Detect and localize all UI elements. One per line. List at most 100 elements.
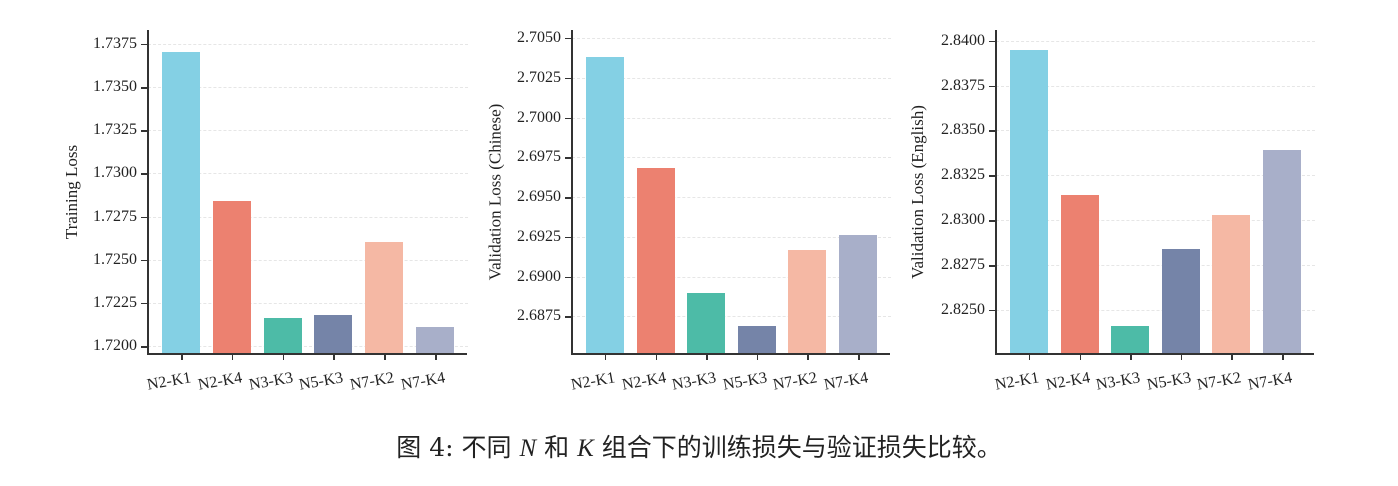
y-tick	[989, 85, 995, 88]
y-tick-label: 1.7250	[93, 250, 137, 268]
y-tick-label: 1.7275	[93, 207, 137, 225]
x-tick-label: N5-K3	[298, 369, 345, 394]
gridline	[572, 236, 891, 238]
y-tick	[565, 37, 571, 40]
bar-n7-k4	[839, 235, 878, 353]
x-tick-label: N7-K4	[1246, 369, 1294, 394]
y-tick	[141, 216, 147, 219]
x-tick	[333, 354, 335, 360]
y-tick-label: 2.8325	[941, 166, 985, 184]
y-tick-label: 1.7225	[93, 293, 137, 311]
caption-prefix: 图 4: 不同	[396, 433, 520, 462]
x-tick	[1130, 354, 1132, 360]
y-tick	[565, 117, 571, 119]
x-tick	[604, 354, 607, 360]
gridline	[996, 309, 1315, 311]
x-tick	[384, 354, 386, 360]
y-tick	[141, 173, 147, 175]
y-tick	[565, 316, 571, 318]
x-tick-label: N3-K3	[670, 369, 718, 394]
y-tick-label: 2.7050	[517, 28, 561, 46]
x-axis	[995, 353, 1314, 355]
gridline	[996, 265, 1315, 267]
y-tick	[565, 236, 571, 239]
gridline	[148, 216, 468, 218]
gridline	[572, 276, 891, 278]
bar-n2-k1	[585, 57, 624, 353]
y-tick-label: 1.7200	[93, 337, 137, 355]
x-tick-label: N3-K3	[247, 369, 295, 394]
bar-n2-k4	[636, 168, 675, 353]
x-tick-label: N7-K2	[772, 369, 819, 394]
x-tick	[181, 354, 183, 360]
gridline	[996, 85, 1315, 87]
y-tick-label: 2.6925	[517, 227, 561, 245]
y-tick	[141, 346, 147, 348]
y-tick	[989, 40, 995, 43]
y-axis	[571, 30, 573, 354]
x-axis	[571, 353, 890, 355]
y-tick	[141, 130, 147, 132]
y-tick-label: 1.7300	[93, 164, 137, 182]
y-tick	[565, 157, 571, 159]
gridline	[148, 259, 468, 261]
gridline	[148, 346, 468, 348]
x-tick-label: N7-K4	[822, 369, 870, 394]
x-tick	[1079, 354, 1082, 360]
y-tick	[989, 130, 995, 132]
x-tick-label: N2-K1	[145, 369, 193, 394]
y-axis	[147, 30, 149, 354]
gridline	[148, 173, 468, 175]
gridline	[572, 157, 891, 159]
x-tick	[282, 354, 285, 360]
x-tick	[1231, 354, 1233, 360]
x-tick-label: N7-K4	[399, 369, 447, 394]
y-tick-label: 1.7375	[93, 34, 137, 52]
y-tick	[989, 220, 995, 222]
x-tick	[706, 354, 708, 360]
gridline	[572, 197, 891, 199]
bar-n7-k2	[1212, 214, 1251, 353]
bar-n3-k3	[1111, 326, 1150, 353]
gridline	[996, 220, 1315, 222]
caption-var-k: K	[577, 435, 594, 462]
gridline	[996, 175, 1315, 177]
x-tick	[858, 354, 860, 360]
caption-var-n: N	[519, 435, 537, 462]
y-tick	[989, 309, 995, 312]
y-tick	[141, 87, 147, 89]
gridline	[572, 77, 891, 79]
x-tick-label: N7-K2	[1196, 369, 1243, 394]
bar-n2-k4	[212, 201, 251, 353]
gridline	[572, 316, 891, 318]
bar-n2-k4	[1060, 195, 1099, 353]
x-axis	[147, 353, 467, 355]
bar-n5-k3	[314, 315, 353, 353]
x-tick-label: N2-K4	[620, 369, 668, 394]
gridline	[148, 43, 468, 45]
x-tick	[435, 354, 437, 360]
y-tick	[565, 77, 571, 80]
y-tick-label: 2.7000	[517, 108, 561, 126]
bar-n7-k4	[1263, 150, 1302, 353]
gridline	[996, 40, 1315, 42]
y-tick-label: 2.8275	[941, 256, 985, 274]
gridline	[572, 37, 891, 39]
y-tick	[141, 302, 147, 305]
y-axis-title: Validation Loss (Chinese)	[484, 103, 504, 280]
gridline	[572, 117, 891, 119]
x-tick	[756, 354, 759, 360]
x-tick	[655, 354, 658, 360]
caption-mid: 和	[536, 433, 578, 462]
bar-n3-k3	[263, 318, 302, 353]
figure-caption: 图 4: 不同 N 和 K 组合下的训练损失与验证损失比较。	[0, 428, 1398, 464]
x-tick	[231, 354, 234, 360]
x-tick-label: N2-K1	[569, 369, 617, 394]
gridline	[148, 130, 468, 132]
bar-n3-k3	[687, 292, 726, 353]
x-tick	[1282, 354, 1284, 360]
y-tick-label: 2.8350	[941, 121, 985, 139]
y-tick-label: 2.6975	[517, 148, 561, 166]
x-tick	[1180, 354, 1183, 360]
x-tick-label: N2-K4	[196, 369, 244, 394]
